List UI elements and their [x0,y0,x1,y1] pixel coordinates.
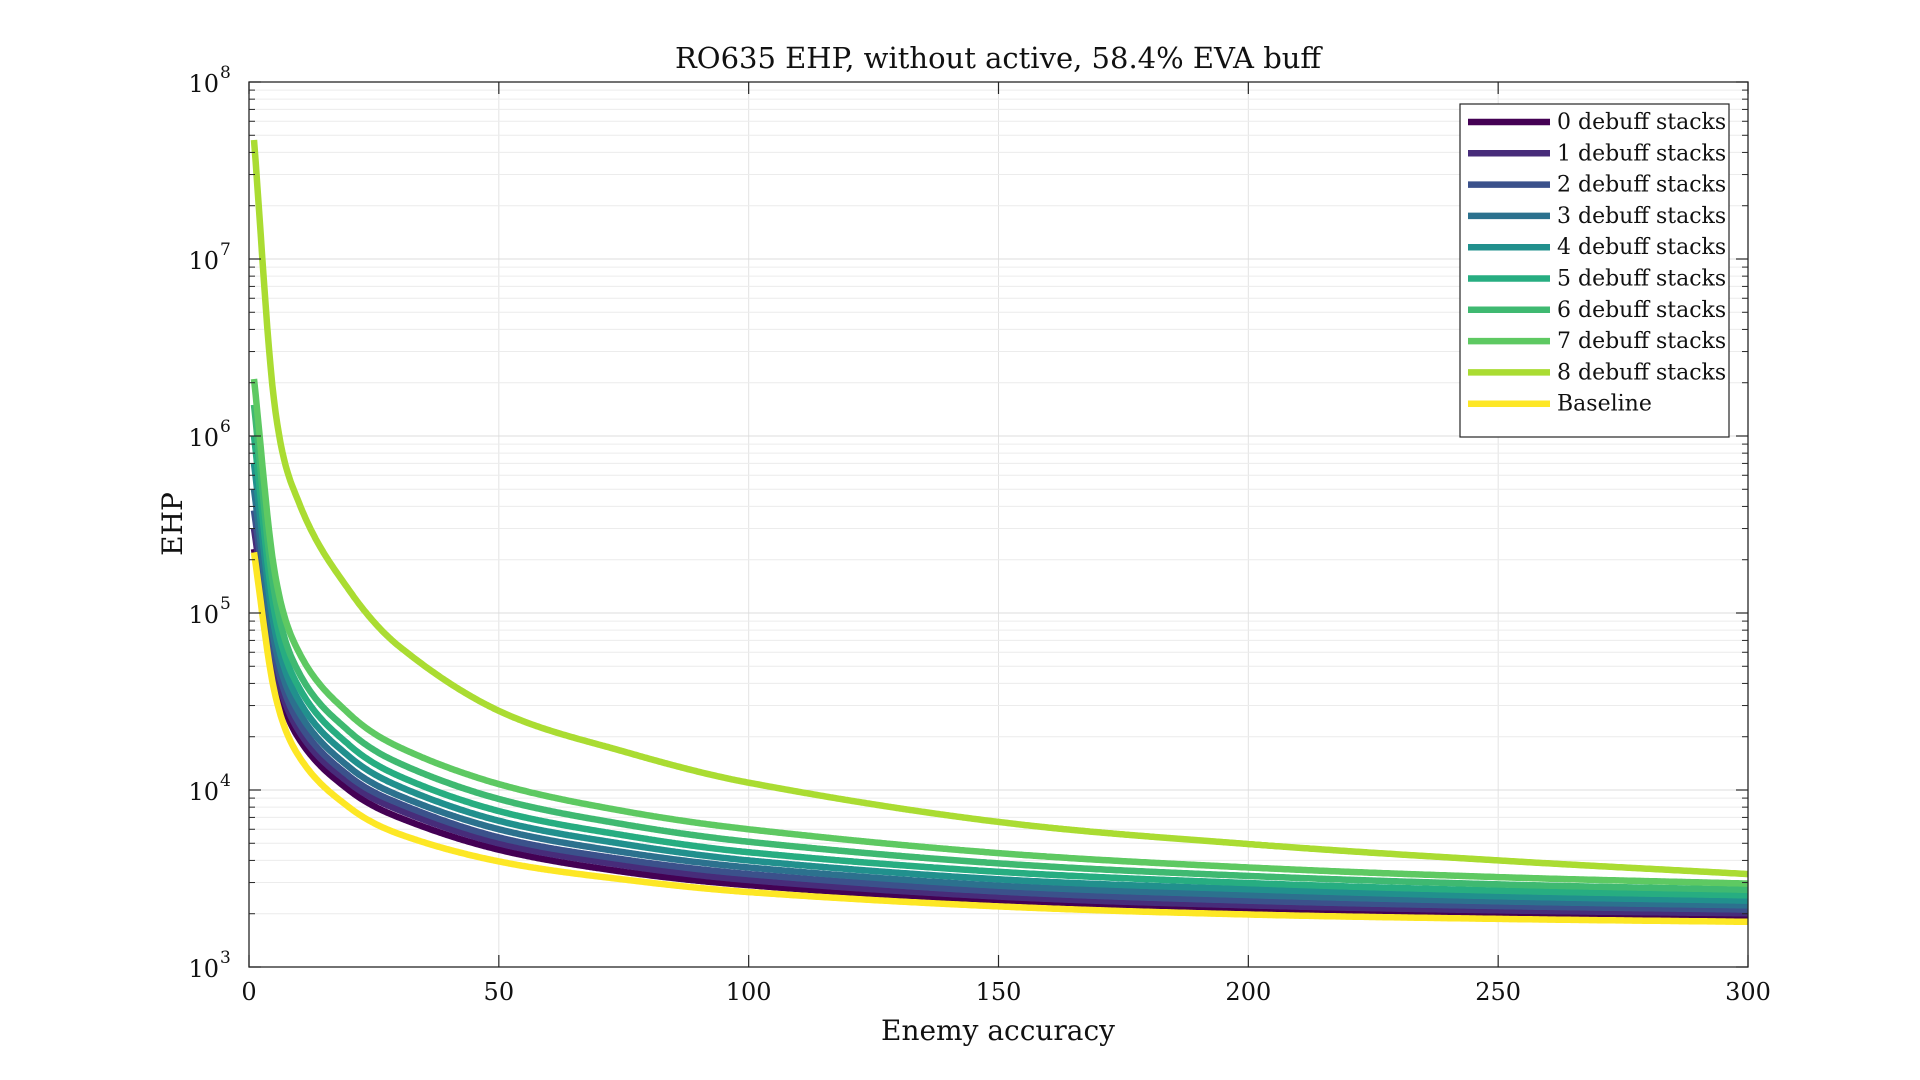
legend-label: 5 debuff stacks [1557,267,1726,292]
series-layer [250,139,1750,926]
y-tick-label: 10 [188,778,219,806]
legend-label: 4 debuff stacks [1557,235,1726,260]
chart-title: RO635 EHP, without active, 58.4% EVA buf… [675,41,1323,75]
legend-label: 3 debuff stacks [1557,204,1726,229]
series-line-2 [250,509,1750,913]
legend-label: 6 debuff stacks [1557,298,1726,323]
y-tick-label: 10 [188,424,219,452]
series-line-6 [250,404,1750,894]
series-line-4 [250,463,1750,904]
y-tick-exponent: 6 [220,417,231,437]
legend-box [1459,103,1730,438]
y-tick-label: 10 [188,955,219,983]
series-line-3 [250,488,1750,909]
y-tick-exponent: 5 [220,594,231,614]
x-tick-label: 200 [1225,978,1271,1006]
legend-label: 7 debuff stacks [1557,329,1726,354]
x-tick-label: 0 [241,978,256,1006]
x-tick-label: 250 [1475,978,1521,1006]
axis-ticks [248,81,1749,968]
legend-label: Baseline [1557,392,1652,417]
x-tick-label: 300 [1725,978,1771,1006]
series-line-0 [250,548,1750,920]
legend-label: 0 debuff stacks [1557,110,1726,135]
y-axis-label: EHP [156,492,189,556]
y-tick-exponent: 4 [220,771,231,791]
series-line-8 [250,139,1750,878]
x-axis-label: Enemy accuracy [881,1014,1115,1047]
x-tick-label: 100 [726,978,772,1006]
legend-label: 2 debuff stacks [1557,173,1726,198]
legend: 0 debuff stacks 1 debuff stacks 2 debuff s… [1459,103,1730,438]
legend-label: 1 debuff stacks [1557,141,1726,166]
series-line-5 [250,435,1750,899]
y-tick-label: 10 [188,247,219,275]
y-tick-label: 10 [188,601,219,629]
y-tick-exponent: 8 [220,63,231,83]
y-tick-label: 10 [188,70,219,98]
series-line-9 [250,551,1750,926]
y-tick-exponent: 3 [220,948,231,968]
x-tick-labels: 0 50 100 150 200 250 300 [241,978,1771,1006]
series-line-1 [250,528,1750,917]
y-tick-exponent: 7 [220,240,231,260]
x-tick-label: 150 [976,978,1022,1006]
legend-label: 8 debuff stacks [1557,360,1726,385]
series-line-7 [250,378,1750,887]
x-tick-label: 50 [484,978,515,1006]
